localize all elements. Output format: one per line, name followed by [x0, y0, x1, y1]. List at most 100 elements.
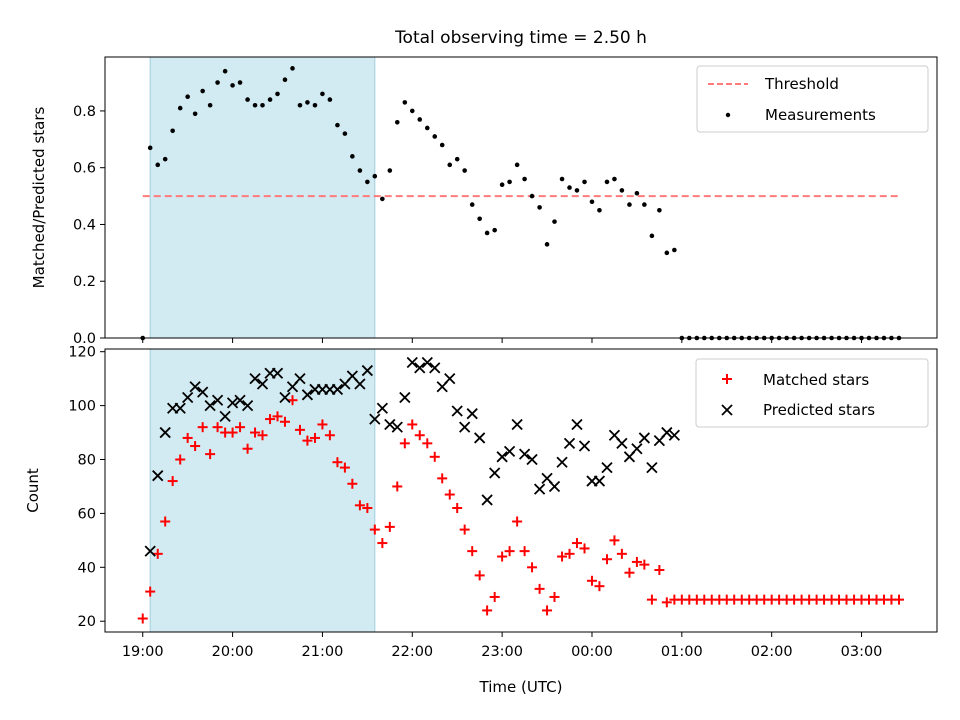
bottom-x-ticks: 19:00 20:00 21:00 22:00 23:00 00:00 01:00 02:00… — [122, 632, 882, 660]
ratio-panel: 0.00.20.40.60.8 Matched/Predicted stars … — [30, 56, 938, 347]
matched-star-point — [362, 503, 373, 514]
matched-star-point — [287, 395, 298, 406]
measurement-point — [222, 68, 228, 74]
matched-star-point — [152, 548, 163, 559]
matched-star-point — [339, 462, 350, 473]
measurement-point — [664, 250, 670, 256]
x-tick-label: 00:00 — [571, 644, 613, 660]
matched-star-point — [571, 538, 582, 549]
x-tick-label: 01:00 — [661, 644, 703, 660]
predicted-star-point — [159, 426, 171, 439]
matched-star-point — [377, 538, 388, 549]
predicted-star-point — [406, 356, 418, 369]
matched-star-point — [227, 427, 238, 438]
matched-star-point — [601, 554, 612, 565]
predicted-star-point — [376, 402, 388, 414]
measurement-point — [642, 202, 647, 207]
matched-star-point — [549, 591, 560, 602]
predicted-star-point — [414, 362, 426, 374]
measurement-point — [365, 179, 370, 185]
predicted-star-point — [399, 391, 411, 404]
bottom-y-axis-label: Count — [24, 468, 42, 513]
measurement-point — [275, 91, 280, 97]
predicted-star-point — [271, 367, 284, 379]
legend-predicted-label: Predicted stars — [763, 401, 875, 419]
top-y-axis-label: Matched/Predicted stars — [30, 107, 48, 289]
measurement-point — [552, 219, 557, 224]
predicted-star-point — [661, 426, 673, 439]
y-tick-label: 80 — [78, 453, 96, 469]
predicted-star-point — [429, 362, 441, 374]
measurement-point — [462, 168, 467, 173]
matched-star-point — [137, 613, 148, 624]
matched-star-point — [182, 432, 193, 443]
y-tick-label: 100 — [68, 399, 96, 415]
measurement-point — [537, 205, 542, 210]
y-tick-label: 0.4 — [73, 217, 96, 233]
top-y-ticks: 0.0 0.2 0.4 0.6 0.8 — [73, 104, 105, 347]
predicted-star-point — [556, 456, 568, 468]
measurement-point — [612, 176, 617, 182]
y-tick-label: 60 — [78, 506, 96, 522]
measurement-point — [282, 77, 288, 83]
predicted-star-point — [294, 373, 306, 385]
matched-star-point — [317, 419, 328, 430]
matched-star-point — [624, 567, 635, 578]
matched-star-point — [429, 451, 440, 462]
matched-star-point — [542, 605, 553, 616]
x-tick-label: 21:00 — [302, 644, 344, 660]
matched-star-point — [197, 422, 208, 433]
matched-star-point — [302, 435, 313, 446]
measurement-point — [380, 196, 385, 202]
predicted-star-point — [331, 383, 344, 396]
predicted-star-point — [182, 391, 194, 404]
observing-window-band — [149, 348, 376, 633]
measurement-point — [335, 122, 340, 128]
measurement-point — [162, 156, 168, 162]
top-legend-box — [696, 65, 929, 133]
bottom-legend-box — [695, 358, 929, 428]
matched-star-point — [205, 449, 216, 460]
measurement-point — [574, 188, 580, 193]
predicted-star-point — [631, 443, 643, 455]
predicted-star-point — [578, 440, 591, 452]
measurement-point — [477, 216, 482, 222]
measurement-point — [185, 94, 190, 100]
measurement-point — [147, 145, 153, 151]
matched-star-point — [369, 524, 380, 535]
x-tick-label: 20:00 — [212, 644, 254, 660]
predicted-star-point — [174, 402, 186, 414]
figure-title: Total observing time = 2.50 h — [394, 28, 647, 48]
matched-star-point — [414, 430, 425, 441]
measurement-point — [155, 162, 161, 168]
measurement-point — [260, 102, 265, 108]
predicted-star-point — [444, 373, 456, 385]
measurement-point — [492, 227, 497, 233]
measurement-point — [424, 125, 430, 131]
legend-matched-label: Matched stars — [763, 371, 869, 389]
measurement-point — [417, 117, 423, 122]
predicted-star-point — [256, 378, 269, 390]
measurement-point — [627, 202, 632, 207]
y-tick-label: 120 — [68, 345, 96, 361]
matched-star-point — [482, 605, 493, 616]
matched-star-point — [257, 430, 268, 441]
matched-star-point — [272, 411, 283, 422]
predicted-star-point — [219, 410, 231, 423]
bottom-y-ticks: 20 40 60 80 100 120 — [68, 345, 105, 630]
predicted-star-point — [152, 470, 164, 482]
matched-star-point — [639, 559, 650, 570]
top-axes-frame — [104, 56, 938, 339]
x-tick-label: 22:00 — [391, 644, 433, 660]
predicted-star-point — [459, 421, 471, 433]
measurement-point — [484, 230, 490, 236]
measurement-point — [215, 80, 220, 85]
predicted-star-point — [369, 413, 381, 425]
matched-star-point — [459, 524, 470, 535]
measurement-point — [529, 193, 535, 199]
matched-star-point — [609, 535, 620, 546]
measurement-point — [582, 179, 587, 185]
predicted-star-point — [384, 418, 396, 431]
matched-star-point — [594, 581, 605, 592]
matched-star-point — [347, 478, 358, 489]
